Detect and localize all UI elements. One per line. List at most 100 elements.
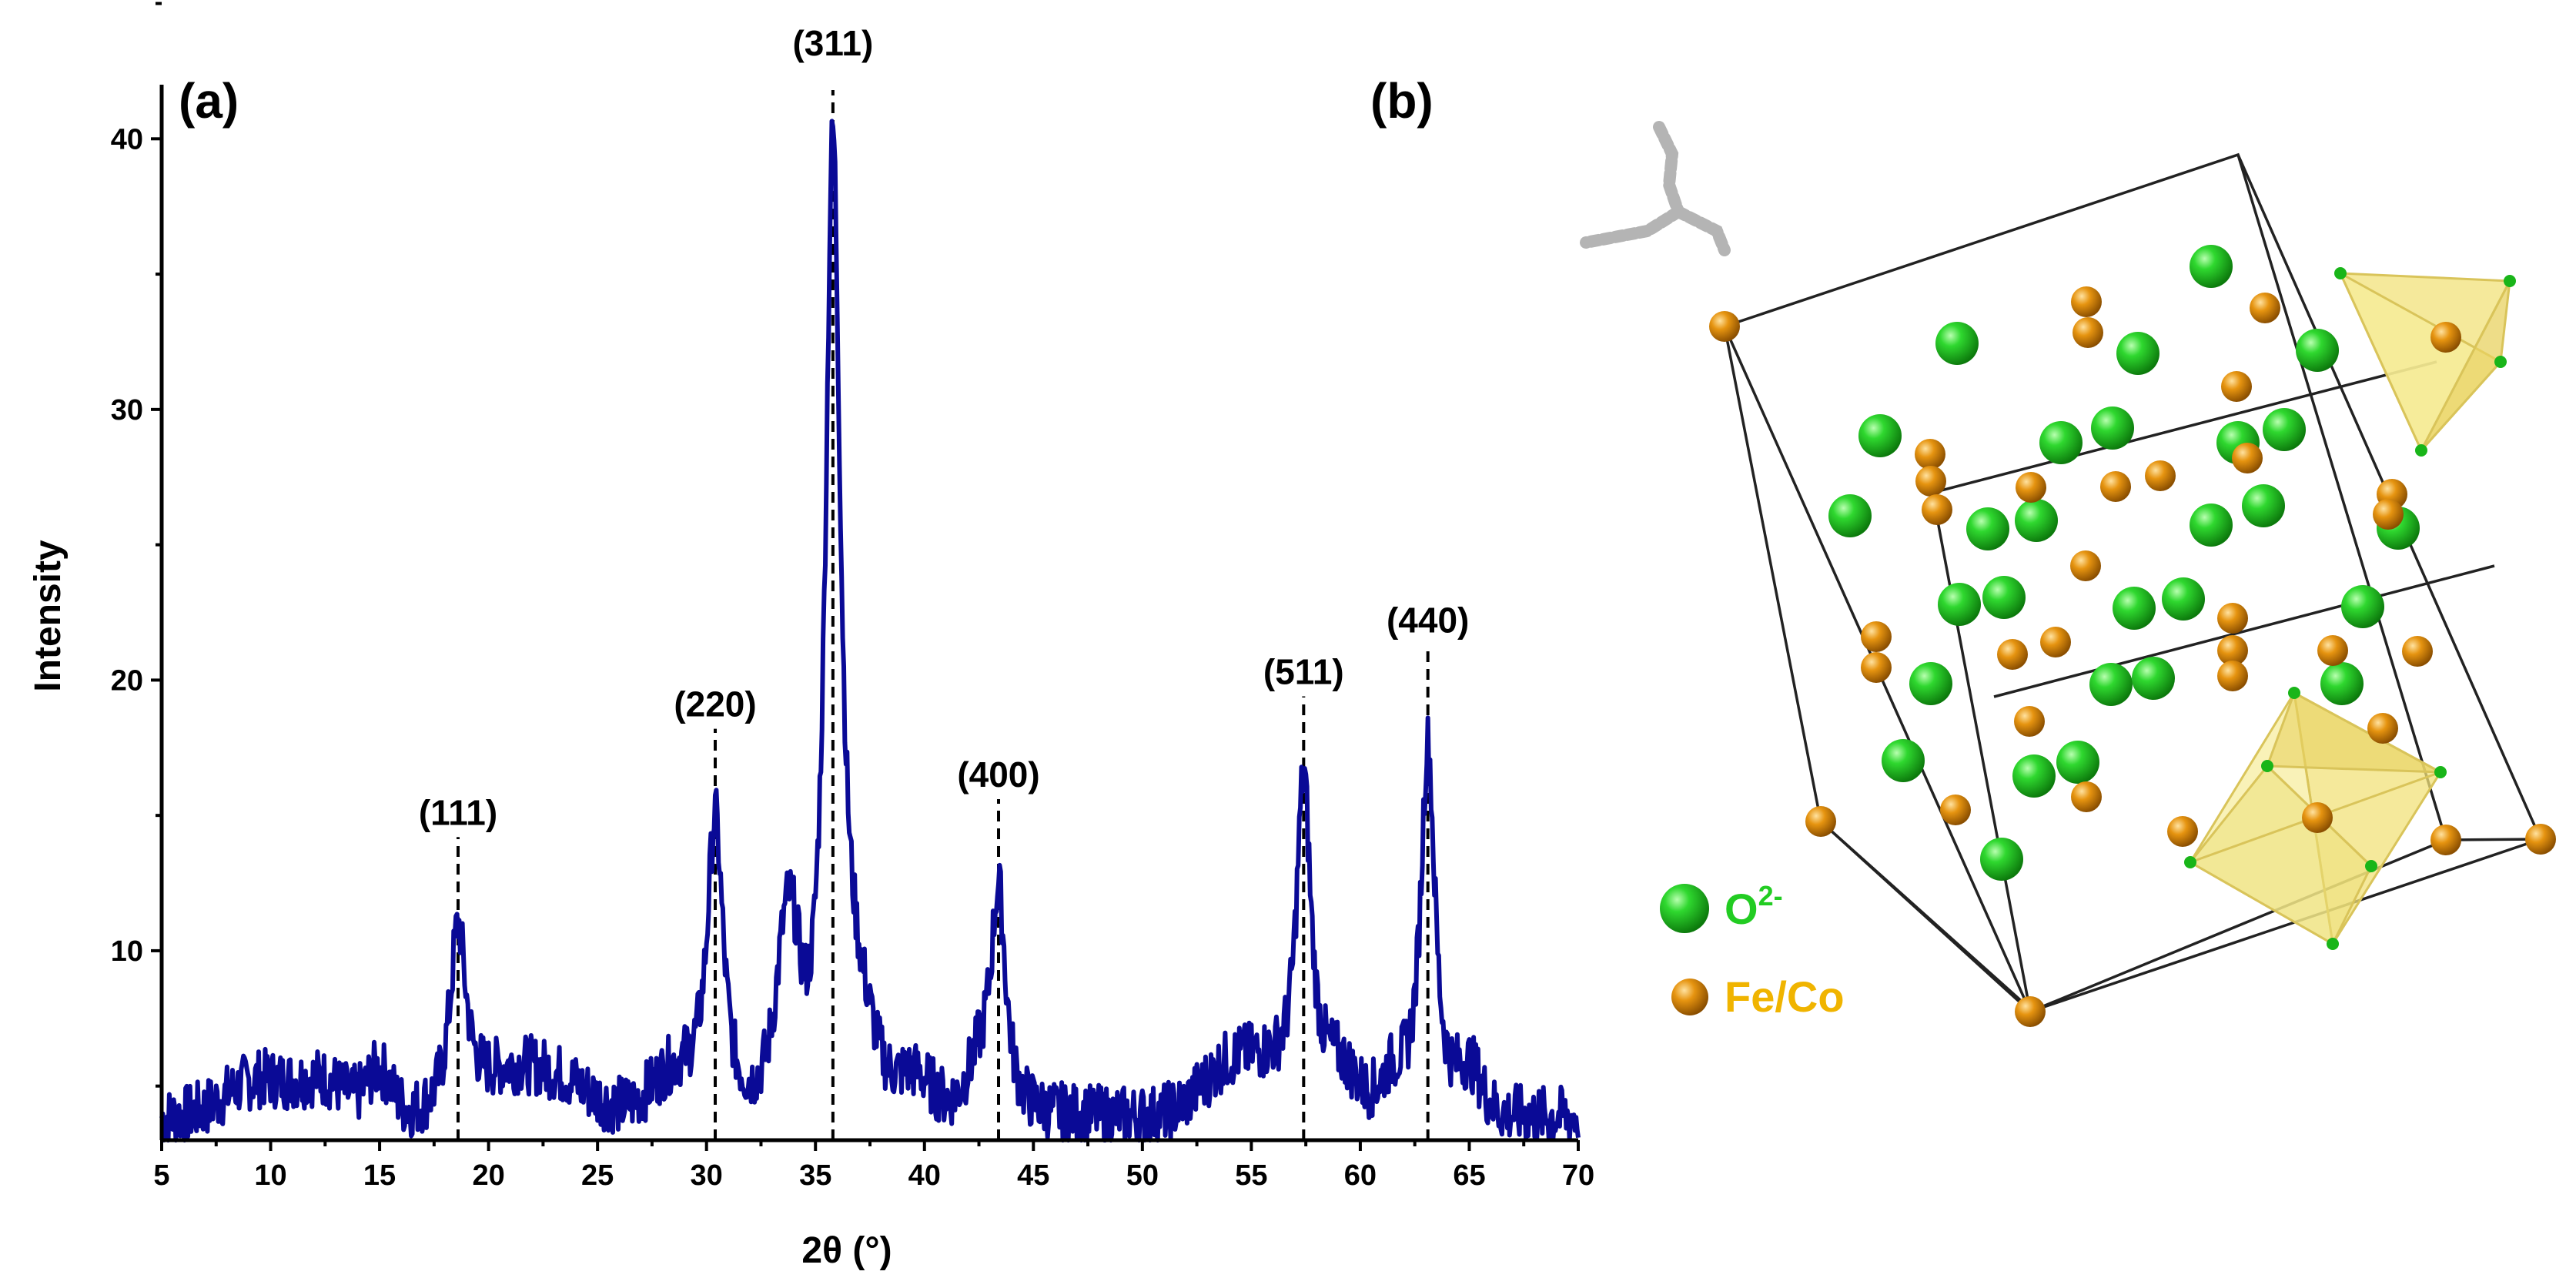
metal-atom bbox=[2402, 636, 2433, 667]
x-axis-title: 2θ (°) bbox=[801, 1230, 892, 1271]
metal-atom bbox=[2367, 713, 2398, 744]
metal-atom bbox=[2014, 706, 2045, 737]
x-tick-label: 45 bbox=[1017, 1159, 1049, 1192]
crystal-structure: (b) bbox=[1370, 73, 2556, 1027]
metal-atom bbox=[2040, 627, 2071, 657]
y-ticks: 10 20 30 40 bbox=[111, 2, 162, 1088]
oxygen-atom bbox=[2113, 587, 2156, 630]
oxygen-atom bbox=[2341, 585, 2384, 628]
x-tick-label: 25 bbox=[581, 1159, 614, 1192]
x-tick-label: 5 bbox=[153, 1159, 169, 1192]
x-ticks: 5 10 15 20 25 30 35 40 45 50 55 60 65 70 bbox=[153, 1140, 1594, 1192]
x-tick-label: 55 bbox=[1235, 1159, 1267, 1192]
metal-atom bbox=[2070, 550, 2101, 581]
oxygen-atom bbox=[1980, 838, 2023, 881]
peak-label: (111) bbox=[419, 792, 497, 832]
x-tick-label: 40 bbox=[908, 1159, 941, 1192]
x-tick-label: 50 bbox=[1126, 1159, 1159, 1192]
orientation-axes-icon bbox=[1580, 121, 1731, 256]
oxygen-atom bbox=[2263, 408, 2306, 451]
metal-atom bbox=[1922, 494, 1952, 525]
panel-label-b: (b) bbox=[1370, 73, 1434, 129]
oxygen-atom bbox=[1909, 662, 1952, 705]
legend-metal-marker bbox=[1671, 979, 1708, 1015]
xrd-pattern-line bbox=[159, 119, 1581, 1142]
metal-atom bbox=[2317, 635, 2348, 666]
oxygen-atom bbox=[2089, 663, 2133, 706]
metal-atom bbox=[2525, 824, 2556, 855]
y-tick-label: 20 bbox=[111, 664, 143, 697]
legend-oxygen-label: O2- bbox=[1725, 880, 1783, 933]
peak-label: (311) bbox=[792, 23, 873, 63]
oxygen-atom bbox=[1935, 322, 1979, 365]
oxygen-atom bbox=[1882, 739, 1925, 782]
metal-atom bbox=[2167, 816, 2198, 847]
metal-atom bbox=[2221, 371, 2252, 402]
oxygen-atom bbox=[2012, 754, 2056, 798]
y-axis-title: Intensity bbox=[28, 540, 69, 692]
oxygen-atom bbox=[2296, 329, 2339, 372]
peak-label: (400) bbox=[957, 754, 1039, 795]
panel-label-a: (a) bbox=[179, 73, 239, 129]
oxygen-atom bbox=[2015, 499, 2058, 542]
oxygen-atom bbox=[2039, 421, 2083, 464]
oxygen-atom bbox=[2056, 741, 2099, 784]
metal-atom bbox=[2430, 825, 2461, 855]
oxygen-atom bbox=[2162, 577, 2205, 621]
metal-atoms bbox=[1709, 286, 2556, 1027]
metal-atom bbox=[2232, 443, 2263, 473]
x-tick-label: 30 bbox=[691, 1159, 723, 1192]
y-tick-label: 10 bbox=[111, 935, 143, 968]
peak-lines bbox=[456, 90, 1430, 1140]
oxygen-atom bbox=[2242, 484, 2285, 527]
metal-atom bbox=[2071, 286, 2102, 317]
metal-atom bbox=[1997, 639, 2028, 670]
metal-atom bbox=[2217, 635, 2248, 666]
oxygen-atom bbox=[1858, 414, 1902, 457]
oxygen-atom bbox=[1828, 494, 1872, 537]
x-tick-label: 70 bbox=[1562, 1159, 1594, 1192]
metal-atom bbox=[1861, 652, 1892, 683]
oxygen-atoms bbox=[1828, 245, 2420, 881]
metal-atom bbox=[2015, 996, 2046, 1027]
legend: O2- Fe/Co bbox=[1660, 880, 1845, 1021]
oxygen-atom bbox=[1982, 576, 2026, 619]
oxygen-atom bbox=[1938, 583, 1981, 626]
metal-atom bbox=[2016, 472, 2046, 503]
y-tick-label: 30 bbox=[111, 394, 143, 427]
metal-atom bbox=[1709, 311, 1740, 342]
metal-atom bbox=[1915, 439, 1945, 470]
x-tick-label: 20 bbox=[472, 1159, 504, 1192]
metal-atom bbox=[2217, 603, 2248, 634]
peak-label: (511) bbox=[1263, 651, 1344, 691]
oxygen-atom bbox=[2190, 245, 2233, 288]
legend-oxygen-marker bbox=[1660, 884, 1709, 933]
metal-atom bbox=[2145, 460, 2176, 491]
metal-atom bbox=[1805, 806, 1836, 837]
x-tick-label: 60 bbox=[1344, 1159, 1377, 1192]
oxygen-atom bbox=[2320, 662, 2364, 705]
metal-atom bbox=[2100, 471, 2131, 502]
metal-atom bbox=[2250, 293, 2280, 323]
y-tick-label: 40 bbox=[111, 123, 143, 156]
metal-atom bbox=[2073, 317, 2103, 348]
peak-labels: (111) (220) (311) (400) (511) (440) bbox=[419, 23, 1470, 832]
oxygen-atom bbox=[2091, 406, 2134, 450]
peak-label: (220) bbox=[674, 684, 756, 724]
metal-atom bbox=[1861, 621, 1892, 652]
x-tick-label: 35 bbox=[799, 1159, 831, 1192]
metal-atom bbox=[2373, 499, 2404, 530]
metal-atom bbox=[1940, 795, 1971, 825]
oxygen-atom bbox=[2132, 657, 2175, 700]
xrd-chart: 5 10 15 20 25 30 35 40 45 50 55 60 65 70 10 20 30 40 (11… bbox=[28, 2, 1594, 1271]
x-tick-label: 10 bbox=[254, 1159, 286, 1192]
x-tick-label: 15 bbox=[363, 1159, 396, 1192]
metal-atom bbox=[2071, 781, 2102, 812]
oxygen-atom bbox=[2190, 503, 2233, 547]
metal-atom bbox=[2430, 322, 2461, 353]
metal-atom bbox=[1915, 466, 1946, 497]
peak-label: (440) bbox=[1387, 601, 1469, 641]
x-tick-label: 65 bbox=[1453, 1159, 1485, 1192]
legend-metal-label: Fe/Co bbox=[1725, 972, 1845, 1021]
